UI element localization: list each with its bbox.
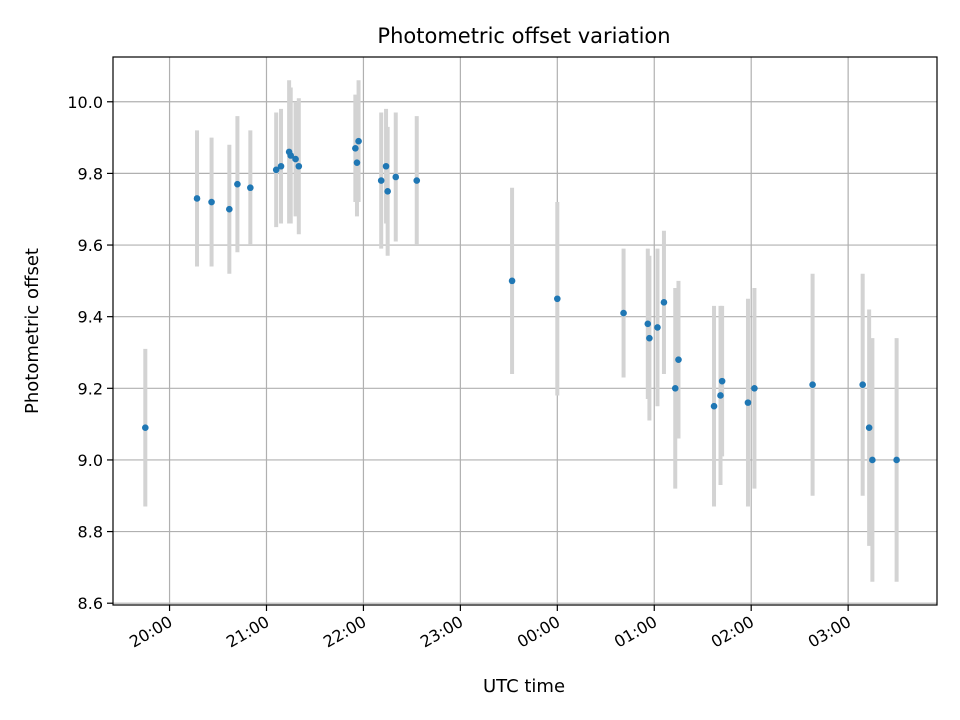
data-point	[751, 385, 758, 392]
data-point	[620, 309, 627, 317]
chart-title: Photometric offset variation	[377, 24, 670, 48]
data-point	[413, 177, 421, 184]
data-point	[272, 166, 280, 174]
data-point	[710, 402, 718, 410]
y-tick-label: 9.2	[78, 379, 103, 398]
data-point	[234, 180, 241, 188]
x-axis-label: UTC time	[483, 676, 565, 697]
y-tick-label: 9.0	[78, 451, 103, 470]
y-axis-ticks: 8.6 8.8 9.0 9.2 9.4 9.6 9.8 10.0	[67, 93, 113, 613]
grid	[113, 57, 937, 605]
data-point	[142, 424, 149, 432]
data-point	[646, 334, 653, 342]
data-point	[277, 162, 285, 170]
y-tick-label: 9.6	[78, 236, 103, 255]
data-point	[644, 320, 652, 328]
data-point	[554, 295, 561, 303]
data-points	[142, 137, 900, 464]
data-point	[226, 205, 233, 213]
data-point	[295, 162, 303, 170]
data-point	[384, 188, 391, 195]
data-point	[382, 162, 390, 170]
data-point	[355, 137, 362, 145]
plot-frame	[112, 56, 938, 606]
data-point	[352, 145, 359, 152]
data-point	[675, 356, 682, 363]
y-axis-label: Photometric offset	[22, 248, 43, 414]
data-point	[292, 155, 299, 163]
y-tick-label: 9.8	[78, 164, 103, 183]
data-point	[208, 198, 215, 206]
data-point	[392, 173, 400, 181]
data-point	[671, 385, 679, 392]
data-point	[353, 159, 361, 166]
data-point	[717, 392, 724, 399]
data-point	[744, 399, 752, 406]
y-tick-label: 9.4	[78, 308, 103, 327]
y-tick-label: 8.6	[78, 594, 103, 613]
data-point	[893, 456, 900, 464]
data-point	[718, 377, 726, 385]
data-point	[287, 152, 295, 159]
data-point	[859, 381, 866, 389]
data-point	[247, 184, 254, 192]
data-point	[193, 195, 201, 202]
data-point	[660, 299, 668, 306]
data-point	[869, 456, 876, 464]
data-point	[809, 381, 816, 389]
data-point	[654, 324, 661, 331]
y-tick-label: 8.8	[78, 523, 103, 542]
y-tick-label: 10.0	[67, 93, 103, 112]
data-point	[865, 424, 873, 432]
data-point	[508, 277, 516, 285]
data-point	[377, 177, 385, 184]
